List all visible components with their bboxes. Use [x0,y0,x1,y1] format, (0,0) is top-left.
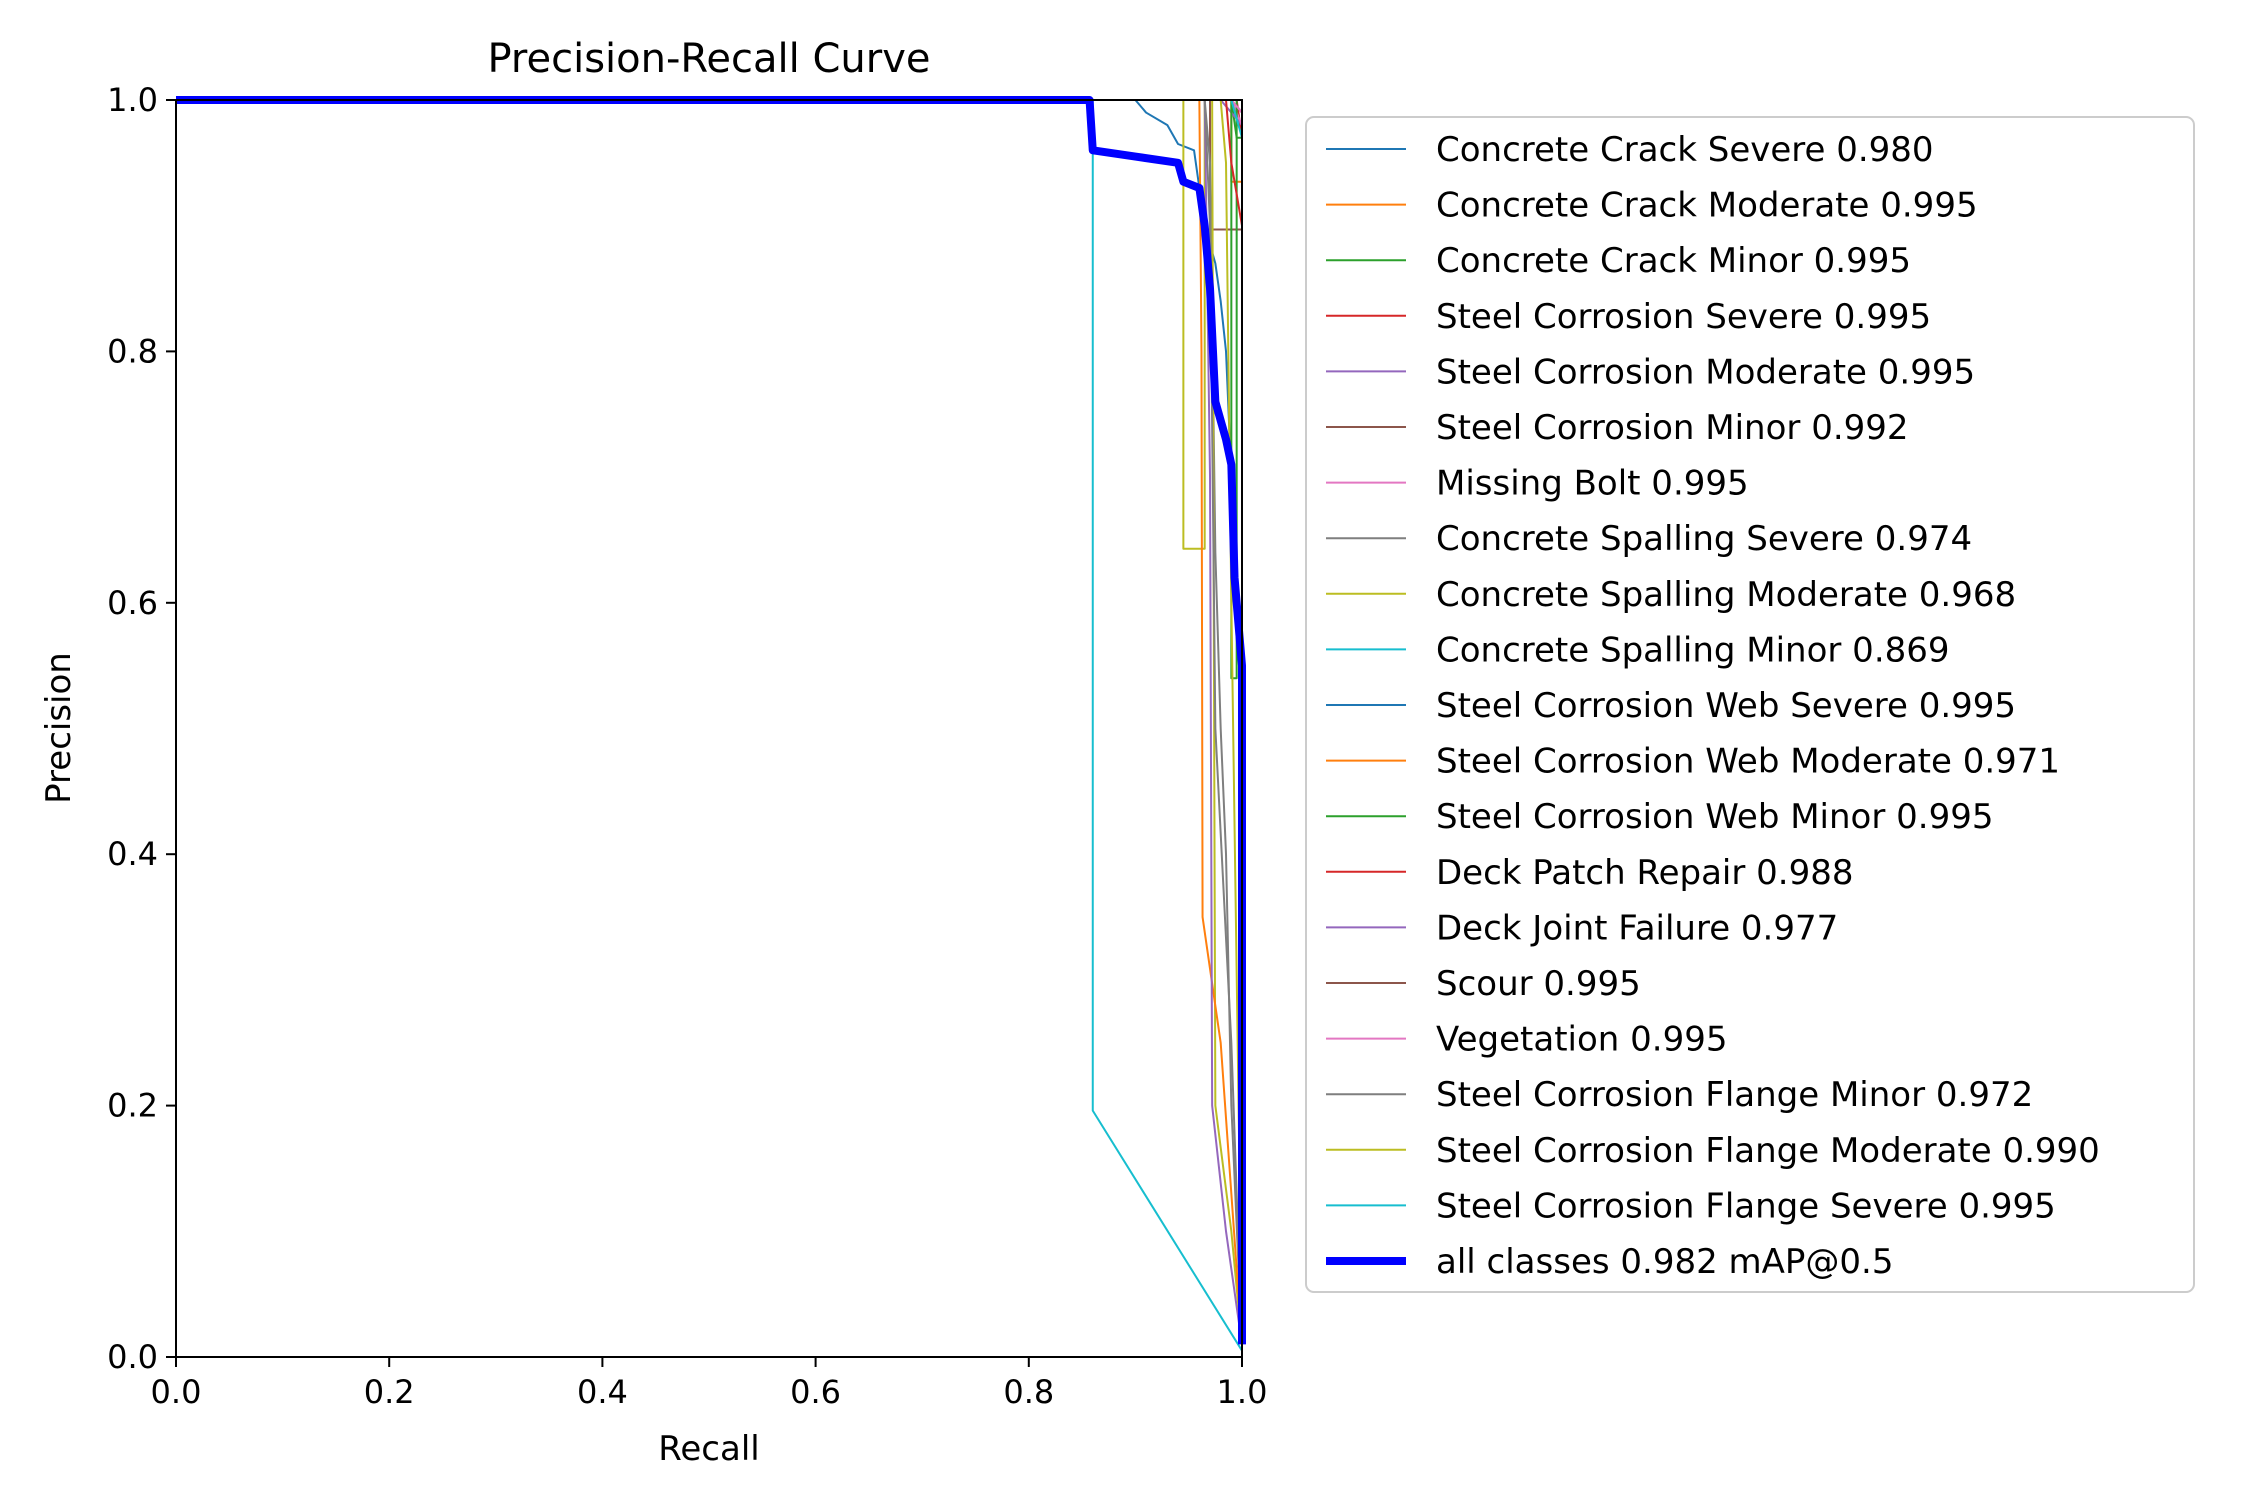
legend-label-6: Missing Bolt 0.995 [1436,464,1749,504]
legend-label-4: Steel Corrosion Moderate 0.995 [1436,352,1975,392]
y-tick-label: 1.0 [107,81,158,119]
legend-label-16: Vegetation 0.995 [1436,1020,1727,1060]
x-axis-ticks: 0.0 0.2 0.4 0.6 0.8 1.0 [151,1357,1268,1411]
legend-label-18: Steel Corrosion Flange Moderate 0.990 [1436,1131,2100,1171]
legend-label-5: Steel Corrosion Minor 0.992 [1436,408,1909,448]
legend-label-12: Steel Corrosion Web Minor 0.995 [1436,797,1993,837]
legend-label-15: Scour 0.995 [1436,964,1641,1004]
legend-label-1: Concrete Crack Moderate 0.995 [1436,186,1978,226]
y-axis-ticks: 0.0 0.2 0.4 0.6 0.8 1.0 [107,81,176,1376]
legend-label-14: Deck Joint Failure 0.977 [1436,908,1838,948]
legend-label-10: Steel Corrosion Web Severe 0.995 [1436,686,2016,726]
x-tick-label: 0.8 [1003,1373,1054,1411]
plot-area [175,96,1246,1358]
x-tick-label: 0.6 [790,1373,841,1411]
legend-label-0: Concrete Crack Severe 0.980 [1436,130,1934,170]
y-tick-label: 0.8 [107,332,158,370]
x-tick-label: 0.2 [364,1373,415,1411]
y-tick-label: 0.6 [107,584,158,622]
plot-background [176,100,1242,1357]
plot-frame [175,99,1243,1358]
x-tick-label: 0.4 [577,1373,628,1411]
legend-label-9: Concrete Spalling Minor 0.869 [1436,630,1950,670]
series-line-20 [176,96,1246,1345]
legend-label-20: all classes 0.982 mAP@0.5 [1436,1242,1893,1282]
y-tick-label: 0.4 [107,835,158,873]
legend-label-13: Deck Patch Repair 0.988 [1436,853,1853,893]
x-tick-label: 1.0 [1217,1373,1268,1411]
y-axis-label: Precision [39,652,79,804]
legend-label-2: Concrete Crack Minor 0.995 [1436,241,1911,281]
x-axis-label: Recall [658,1429,759,1469]
legend-label-7: Concrete Spalling Severe 0.974 [1436,519,1972,559]
legend-label-8: Concrete Spalling Moderate 0.968 [1436,575,2016,615]
legend-box [1305,116,2195,1293]
legend-label-19: Steel Corrosion Flange Severe 0.995 [1436,1186,2056,1226]
legend-label-17: Steel Corrosion Flange Minor 0.972 [1436,1075,2033,1115]
legend-items: Concrete Crack Severe 0.980 Concrete Crac… [1326,130,2100,1282]
chart-title: Precision-Recall Curve [488,36,931,82]
x-tick-label: 0.0 [151,1373,202,1411]
y-tick-label: 0.0 [107,1338,158,1376]
legend-label-11: Steel Corrosion Web Moderate 0.971 [1436,742,2060,782]
y-tick-label: 0.2 [107,1087,158,1125]
legend-label-3: Steel Corrosion Severe 0.995 [1436,297,1931,337]
legend: Concrete Crack Severe 0.980 Concrete Crac… [1305,116,2195,1293]
